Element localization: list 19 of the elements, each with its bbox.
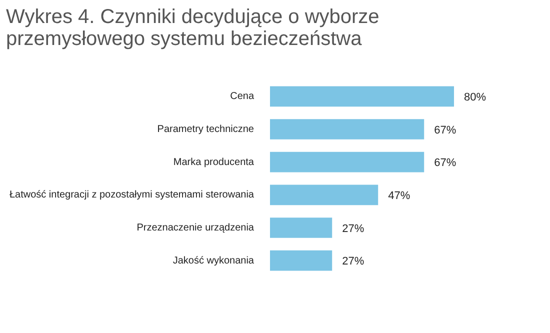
y-tick-label: Marka producenta bbox=[173, 156, 254, 168]
data-label: 67% bbox=[434, 157, 456, 170]
bar bbox=[270, 86, 454, 107]
data-label: 67% bbox=[434, 124, 456, 136]
y-tick-label: Łatwość integracji z pozostałymi systemami sterowania bbox=[9, 190, 254, 201]
bar bbox=[270, 218, 332, 238]
bar bbox=[270, 119, 424, 140]
data-label: 27% bbox=[342, 222, 364, 235]
y-tick-label: Jakość wykonania bbox=[172, 255, 254, 266]
chart-title: Wykres 4. Czynniki decydujące o wyborze przemysłowego systemu bezieczeństwa bbox=[6, 6, 380, 50]
y-tick-label: Parametry techniczne bbox=[157, 124, 254, 135]
data-label: 27% bbox=[342, 256, 364, 268]
bar bbox=[270, 152, 424, 172]
data-label: 47% bbox=[388, 190, 410, 202]
bar bbox=[270, 184, 378, 206]
data-label: 80% bbox=[464, 91, 486, 104]
y-tick-label: Przeznaczenie urządzenia bbox=[136, 222, 254, 234]
bar bbox=[270, 250, 332, 271]
y-tick-label: Cena bbox=[230, 91, 254, 102]
